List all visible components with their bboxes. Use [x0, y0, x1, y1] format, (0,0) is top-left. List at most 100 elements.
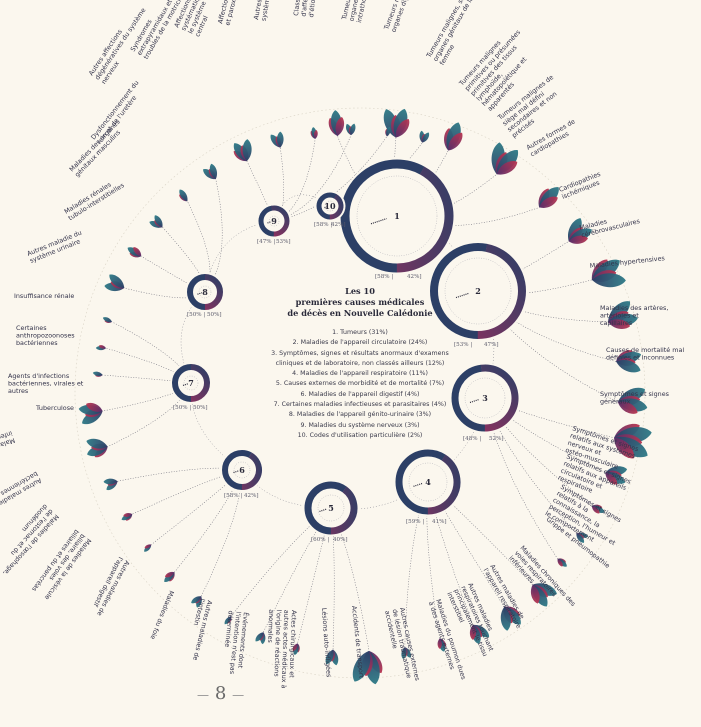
- chart-title: Les 10 premières causes médicales de déc…: [257, 286, 463, 319]
- subcause-label: Accidents de transport: [350, 605, 366, 678]
- subcause-label: Causes de mortalité mal définies et incon…: [606, 346, 684, 362]
- subcause-leaf-cluster: [614, 423, 652, 459]
- title-line-2: premières causes médicales: [295, 297, 425, 307]
- subcause-leaf-cluster: [469, 624, 490, 645]
- leaf-petal: [242, 139, 252, 162]
- subcause-label: Symptômes et signes généraux: [600, 390, 670, 406]
- subcause-leaf-cluster: [164, 571, 175, 583]
- subcause-label: Tumeurs malignes,organes respiratoires e…: [340, 0, 379, 25]
- ring-arc-women: [430, 242, 526, 339]
- connector-stem: [404, 481, 429, 648]
- subcause-leaf-cluster: [557, 558, 567, 567]
- ring-split-men: [47% |: [257, 239, 275, 245]
- leaf-petal: [352, 650, 371, 682]
- subcause-leaf-cluster: [233, 139, 252, 162]
- subcause-label: Actes chirurgicaux etautres actes médica…: [264, 609, 298, 689]
- subcause-leaf-cluster: [437, 638, 447, 652]
- leaf-petal: [539, 196, 558, 208]
- subcause-leaf-cluster: [346, 123, 356, 136]
- leaf-petal: [386, 126, 391, 137]
- cause-ring-4: 4 [59% | 41%]: [393, 447, 463, 525]
- ring-number: 1: [394, 211, 400, 221]
- subcause-leaf-cluster: [292, 643, 300, 655]
- ring-inner-dots: [268, 215, 280, 227]
- subcause-leaf-cluster: [328, 110, 345, 136]
- ring-tick: [182, 383, 188, 386]
- subcause-leaf-cluster: [310, 127, 318, 139]
- subcause-leaf-cluster: [491, 142, 519, 175]
- subcause-leaf-cluster: [605, 466, 628, 485]
- subcause-label: Affections épisodiqueset paroxystiques: [216, 0, 249, 26]
- leaf-petal: [191, 596, 202, 604]
- ring-split-women: 50%]: [207, 312, 222, 318]
- cause-ring-3: 3 [48% | 52%]: [449, 362, 521, 442]
- leaf-petal: [123, 513, 133, 517]
- subcause-leaf-cluster: [444, 122, 463, 151]
- ring-split-women: 42%]: [244, 493, 259, 499]
- ring-arc-women: [395, 449, 461, 515]
- subcause-leaf-cluster: [224, 616, 232, 625]
- ring-arc-women: [258, 205, 290, 237]
- connector-stem: [204, 179, 223, 293]
- leaf-petal: [209, 163, 218, 180]
- connector-stem: [484, 397, 577, 534]
- leaf-petal: [164, 571, 175, 578]
- subcause-label: Cardiopathiesischémiques: [558, 170, 605, 201]
- subcause-leaf-cluster: [616, 350, 642, 373]
- leaf-petal: [496, 161, 518, 175]
- leaf-petal: [325, 649, 334, 665]
- ring-number: 7: [188, 378, 194, 388]
- connector-stem: [396, 150, 449, 217]
- subcause-label: Tumeurs malignes, seinsorganes génitaux …: [424, 0, 484, 67]
- leaf-petal: [224, 616, 232, 625]
- subcause-leaf-cluster: [270, 131, 284, 148]
- ring-number: 10: [324, 201, 336, 211]
- subcause-label: Certaines anthropozoonoses bactériennes: [16, 324, 75, 347]
- connector-stem: [477, 290, 617, 362]
- subcause-leaf-cluster: [325, 649, 339, 666]
- leaf-petal: [605, 472, 618, 485]
- subcause-leaf-cluster: [383, 108, 410, 138]
- subcause-label: Autres maladies del'appareil digestif: [89, 555, 132, 617]
- title-line-1: Les 10: [345, 286, 375, 296]
- leaf-petal: [144, 544, 152, 549]
- subcause-leaf-cluster: [86, 438, 108, 458]
- subcause-leaf-cluster: [149, 215, 163, 228]
- ring-arc-women: [304, 481, 358, 535]
- ring-split-men: [53% |: [454, 342, 472, 348]
- subcause-leaf-cluster: [591, 504, 605, 514]
- leaf-petal: [154, 215, 163, 228]
- ring-number: 6: [239, 465, 245, 475]
- leaf-petal: [448, 132, 463, 151]
- ring-inner-dots: [233, 461, 251, 479]
- ring-split-men: [58% |: [224, 493, 242, 499]
- legend-item: 10. Codes d'utilisation particulière (2%…: [297, 431, 423, 439]
- subcause-label: Maladies rénalestubulo-interstitielles: [63, 174, 126, 222]
- ring-tick: [370, 218, 387, 225]
- ring-tick: [413, 482, 423, 487]
- ring-tick: [233, 470, 239, 474]
- leaf-petal: [92, 371, 103, 376]
- leaf-petal: [530, 584, 540, 604]
- subcause-label: Maladies intestinalesinfectieuses: [0, 429, 16, 467]
- ring-number: 5: [328, 503, 334, 513]
- ring-number: 9: [271, 216, 277, 226]
- subcause-leaf-cluster: [191, 596, 202, 608]
- ring-number: 3: [482, 393, 488, 403]
- page-number: — 8 —: [197, 683, 246, 704]
- leaf-petal: [591, 273, 626, 288]
- subcause-leaf-cluster: [500, 606, 521, 631]
- legend-item: 8. Maladies de l'appareil génito-urinair…: [288, 411, 432, 419]
- ring-split-women: 50%]: [193, 405, 208, 411]
- connector-stem: [329, 142, 423, 207]
- ring-split-men: [48% |: [463, 436, 481, 442]
- subcause-leaf-cluster: [352, 650, 383, 685]
- leaf-petal: [350, 123, 356, 136]
- ring-inner-dots: [356, 175, 438, 257]
- ring-tick: [197, 292, 203, 295]
- subcause-label: Maladies du foie: [149, 589, 176, 641]
- leaf-petal: [422, 132, 430, 143]
- ring-inner-dots: [183, 375, 199, 391]
